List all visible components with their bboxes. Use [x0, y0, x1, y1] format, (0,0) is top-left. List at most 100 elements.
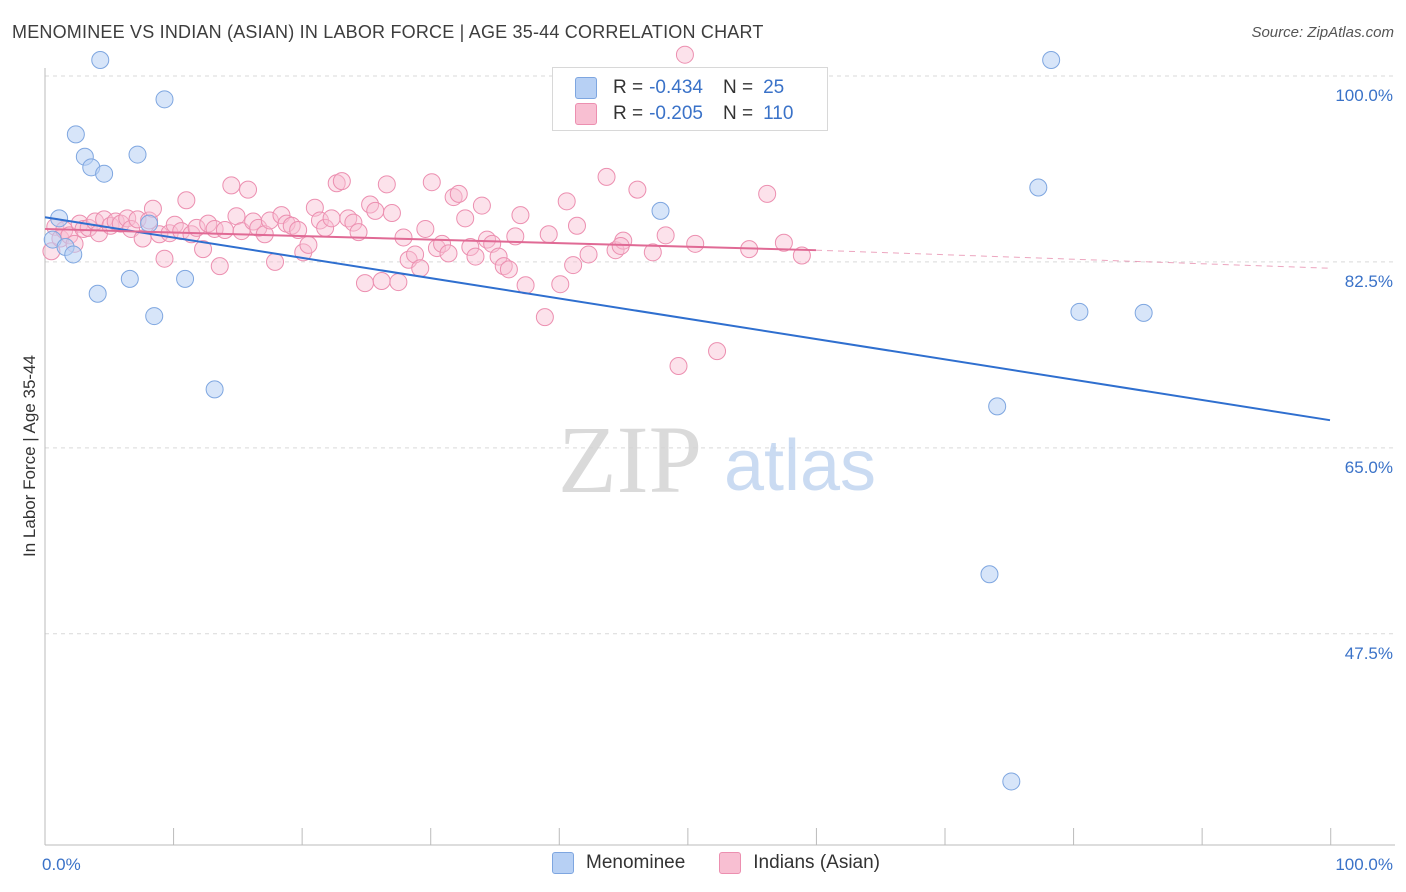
data-point-indians-asian [444, 188, 463, 207]
data-point-menominee [91, 51, 110, 69]
data-point-menominee [1070, 302, 1089, 321]
data-point-menominee [1002, 772, 1021, 791]
watermark-atlas: atlas [724, 426, 876, 506]
data-point-indians-asian [511, 206, 530, 225]
data-point-indians-asian [266, 252, 285, 271]
legend-row-menominee: R = -0.434 N = 25 [575, 76, 784, 100]
data-point-indians-asian [177, 191, 196, 210]
data-point-indians-asian [215, 221, 234, 239]
data-point-menominee [651, 201, 670, 220]
data-point-indians-asian [422, 173, 441, 192]
data-point-menominee [1042, 51, 1061, 69]
legend-item-indians-asian[interactable]: Indians (Asian) [719, 852, 880, 874]
legend-n-label: N = [722, 77, 754, 98]
data-point-menominee [155, 90, 174, 109]
series-legend: Menominee Indians (Asian) [552, 852, 914, 874]
data-point-indians-asian [155, 249, 174, 268]
data-point-indians-asian [239, 180, 258, 199]
data-point-indians-asian [675, 45, 694, 64]
data-point-indians-asian [349, 223, 368, 242]
data-point-indians-asian [449, 184, 468, 203]
legend-r-value: -0.434 [649, 77, 703, 98]
data-point-indians-asian [597, 167, 616, 186]
data-point-indians-asian [322, 209, 341, 228]
y-tick-label: 100.0% [1335, 86, 1393, 105]
data-point-menominee [176, 269, 195, 288]
data-point-indians-asian [579, 245, 598, 264]
correlation-legend: R = -0.434 N = 25 R = -0.205 N = 110 [552, 67, 828, 131]
watermark-zip: ZIP [558, 406, 702, 513]
data-point-indians-asian [643, 243, 662, 262]
legend-label-menominee: Menominee [586, 852, 686, 873]
data-point-indians-asian [686, 234, 705, 253]
data-point-indians-asian [143, 199, 162, 218]
data-point-indians-asian [194, 240, 213, 259]
data-point-indians-asian [382, 204, 401, 222]
data-point-indians-asian [366, 201, 385, 220]
data-point-indians-asian [416, 219, 435, 238]
legend-n-value: 110 [763, 103, 794, 124]
trend-line-menominee [44, 216, 1331, 422]
trend-line-indians-asian [44, 227, 817, 252]
legend-label-indians-asian: Indians (Asian) [753, 852, 881, 873]
data-point-indians-asian [535, 308, 554, 327]
data-point-menominee [66, 125, 85, 144]
data-point-indians-asian [344, 213, 363, 232]
data-point-indians-asian [355, 274, 374, 293]
data-point-indians-asian [656, 226, 675, 245]
data-point-indians-asian [456, 209, 475, 228]
legend-r-label: R = [613, 77, 644, 98]
data-point-indians-asian [394, 228, 413, 247]
data-point-indians-asian [792, 246, 811, 265]
data-point-menominee [1029, 178, 1048, 197]
data-point-indians-asian [210, 257, 229, 276]
x-tick-label: 0.0% [42, 855, 81, 874]
data-point-indians-asian [506, 227, 525, 246]
data-point-indians-asian [332, 172, 351, 191]
data-point-menominee [140, 214, 159, 233]
legend-r-value: -0.205 [649, 103, 703, 124]
data-point-menominee [88, 284, 107, 303]
data-point-indians-asian [567, 216, 586, 235]
data-point-indians-asian [289, 221, 308, 239]
data-point-indians-asian [372, 272, 391, 290]
y-axis-label: In Labor Force | Age 35-44 [20, 355, 39, 557]
y-tick-label: 65.0% [1345, 458, 1393, 477]
data-point-indians-asian [758, 184, 777, 203]
data-point-indians-asian [389, 273, 408, 292]
data-point-indians-asian [539, 225, 558, 244]
data-point-indians-asian [708, 342, 727, 361]
legend-swatch-blue [575, 77, 597, 99]
data-point-indians-asian [466, 247, 485, 266]
watermark: ZIP atlas [558, 406, 876, 513]
data-point-indians-asian [299, 235, 318, 254]
chart-title: MENOMINEE VS INDIAN (ASIAN) IN LABOR FOR… [12, 22, 764, 42]
data-point-menominee [128, 145, 147, 164]
legend-item-menominee[interactable]: Menominee [552, 852, 685, 874]
data-point-menominee [980, 565, 999, 584]
data-point-menominee [205, 380, 224, 399]
data-point-indians-asian [489, 247, 508, 266]
data-point-indians-asian [411, 259, 430, 278]
legend-n-label: N = [722, 103, 754, 124]
data-point-menominee [145, 307, 164, 326]
data-point-indians-asian [472, 196, 491, 215]
legend-r-label: R = [613, 103, 644, 124]
data-point-indians-asian [774, 233, 793, 252]
trend-line-indians-asian-extrapolated [815, 249, 1331, 269]
data-point-menominee [120, 269, 139, 288]
data-point-menominee [64, 245, 83, 264]
data-point-indians-asian [551, 275, 570, 294]
data-point-indians-asian [499, 260, 518, 279]
trend-lines [44, 216, 1331, 422]
data-point-indians-asian [439, 244, 458, 263]
legend-swatch-pink [719, 852, 742, 874]
data-point-indians-asian [406, 245, 425, 264]
x-tick-label: 100.0% [1335, 855, 1393, 874]
data-point-indians-asian [564, 256, 583, 275]
y-tick-label: 82.5% [1345, 272, 1393, 291]
data-point-indians-asian [557, 192, 576, 211]
tick-labels: 100.0% 82.5% 65.0% 47.5% 0.0% 100.0% [42, 86, 1393, 874]
data-point-indians-asian [95, 210, 114, 229]
